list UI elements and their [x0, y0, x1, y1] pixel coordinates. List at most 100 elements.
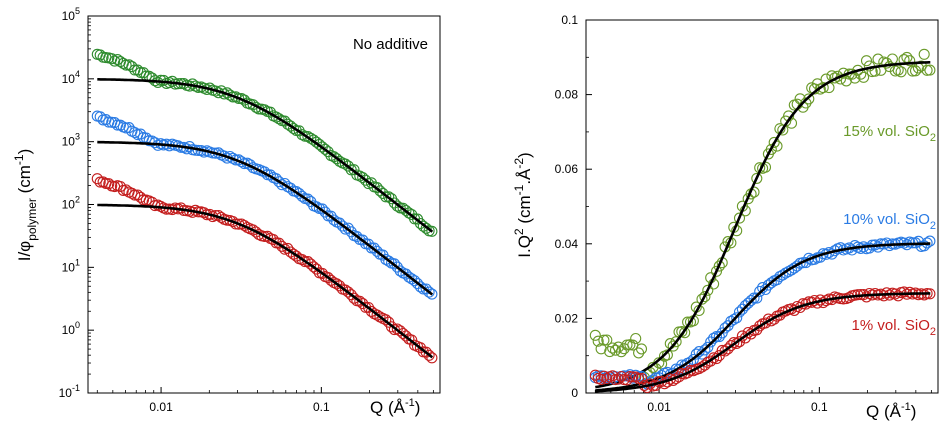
legend-label-15pct: 15% vol. SiO2 [843, 123, 936, 144]
data-point [365, 242, 377, 254]
data-point [601, 334, 613, 346]
data-point [273, 113, 285, 125]
y-tick-label-right: 0.1 [561, 13, 578, 27]
data-point [282, 242, 294, 254]
data-point [328, 214, 340, 226]
data-point [310, 201, 323, 213]
data-point [722, 343, 734, 355]
data-point [290, 250, 302, 262]
data-point [774, 309, 786, 321]
data-point [423, 349, 435, 361]
y-tick-label-left: 104 [62, 69, 80, 86]
data-point [426, 225, 438, 237]
data-point [670, 336, 682, 348]
data-point [881, 287, 893, 299]
data-point [589, 329, 601, 341]
data-point [339, 158, 351, 170]
data-point [768, 136, 780, 148]
data-point [360, 174, 372, 186]
data-point [331, 153, 343, 165]
data-point [377, 187, 389, 199]
data-point [406, 334, 418, 346]
data-point [120, 184, 132, 196]
data-point [725, 315, 737, 327]
data-point [892, 290, 904, 302]
data-point [388, 258, 400, 270]
data-point [276, 240, 288, 252]
data-point [765, 143, 777, 155]
data-point [921, 64, 933, 76]
data-point [114, 119, 126, 131]
data-point [308, 134, 320, 146]
data-point [132, 64, 144, 76]
data-point [114, 180, 126, 193]
data-point [901, 51, 913, 63]
data-point [305, 132, 317, 144]
fit-line [595, 292, 931, 393]
data-point [371, 245, 383, 257]
data-point [296, 190, 308, 202]
data-point [592, 335, 604, 347]
data-point [126, 61, 138, 73]
data-point [661, 349, 673, 361]
plot-frame-right [585, 19, 939, 394]
data-point [635, 343, 648, 355]
data-point [777, 269, 789, 281]
annotation-no-additive: No additive [353, 36, 428, 53]
data-point [745, 294, 757, 307]
data-point [713, 260, 725, 272]
data-point [285, 120, 297, 132]
data-point [362, 238, 375, 250]
data-point [693, 346, 705, 358]
data-point [325, 210, 337, 222]
data-point [420, 346, 432, 358]
data-point [702, 284, 714, 296]
y-tick-label-right: 0.02 [555, 311, 579, 325]
y-axis-label-left: I/φpolymer (cm-1) [12, 149, 39, 262]
data-point [238, 94, 250, 106]
data-point [904, 286, 916, 298]
data-point [365, 305, 377, 317]
series-group-right [589, 48, 936, 394]
x-axis-label-right: Q (Å-1) [866, 401, 916, 421]
data-point [391, 261, 403, 273]
data-point [699, 291, 711, 303]
data-point [757, 282, 769, 294]
y-tick-label-right: 0.06 [555, 162, 579, 176]
data-point [129, 189, 141, 201]
data-point [635, 372, 648, 384]
data-point [881, 57, 893, 69]
data-point [299, 256, 311, 268]
y-tick-label-right: 0.04 [555, 237, 579, 251]
data-point [302, 131, 314, 143]
data-point [282, 118, 294, 130]
data-point [754, 285, 766, 297]
data-point [348, 164, 360, 176]
data-point [308, 261, 320, 273]
fit-line [97, 140, 434, 296]
data-point [612, 373, 624, 385]
data-point [233, 92, 245, 105]
data-point [898, 286, 910, 298]
x-tick-label-left: 0.1 [313, 400, 330, 414]
data-point [302, 193, 314, 205]
data-point [336, 220, 349, 232]
data-point [710, 265, 723, 277]
data-point [754, 320, 766, 332]
data-point [751, 172, 763, 184]
data-point [218, 150, 230, 162]
data-point [310, 263, 323, 275]
data-point [710, 331, 723, 343]
data-point [394, 265, 406, 277]
y-tick-label-left: 100 [62, 320, 80, 337]
data-point [736, 303, 748, 315]
data-point [362, 301, 375, 314]
data-point [273, 176, 285, 188]
data-point [607, 370, 619, 382]
data-point [135, 128, 147, 140]
axis-ticks-left: 10-1 100 101 102 103 104 105 0.01 0.1 [59, 6, 434, 414]
data-point [731, 312, 743, 324]
data-point [924, 64, 936, 76]
data-point [834, 242, 847, 254]
panel-saxs-loglog: 10-1 100 101 102 103 104 105 0.01 0.1 No additiv… [12, 6, 441, 417]
